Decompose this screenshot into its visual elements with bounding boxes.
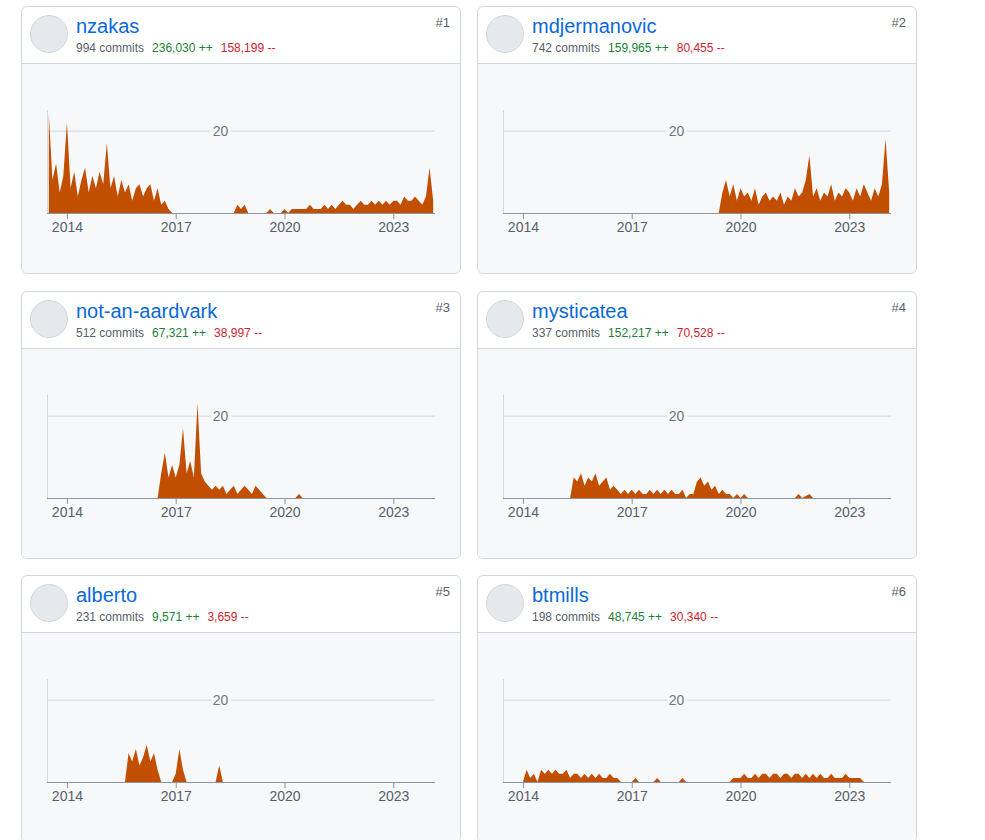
html-text:159,965 ++: 159,965 ++ — [608, 41, 669, 55]
html-text:742 commits: 742 commits — [532, 41, 600, 55]
svg-text:2017: 2017 — [617, 219, 648, 235]
html-text:#4: #4 — [891, 300, 906, 315]
html-text:231 commits: 231 commits — [76, 610, 144, 624]
html-text:#3: #3 — [435, 300, 450, 315]
html-text:not-an-aardvark: not-an-aardvark — [76, 300, 218, 322]
svg-text:2017: 2017 — [617, 504, 648, 520]
html-text:9,571 ++: 9,571 ++ — [152, 610, 200, 624]
html-text:#2: #2 — [891, 15, 906, 30]
svg-text:2023: 2023 — [378, 219, 409, 235]
svg-text:2014: 2014 — [508, 788, 539, 804]
svg-text:2020: 2020 — [725, 788, 756, 804]
svg-text:2017: 2017 — [617, 788, 648, 804]
html-text:158,199 --: 158,199 -- — [220, 41, 276, 55]
html-text:38,997 --: 38,997 -- — [214, 326, 263, 340]
html-text:30,340 --: 30,340 -- — [670, 610, 719, 624]
svg-text:2014: 2014 — [52, 504, 83, 520]
html-text:nzakas: nzakas — [76, 15, 140, 37]
svg-text:2023: 2023 — [834, 788, 865, 804]
svg-text:2020: 2020 — [725, 504, 756, 520]
html-text:512 commits: 512 commits — [76, 326, 144, 340]
svg-text:2023: 2023 — [834, 219, 865, 235]
svg-text:2020: 2020 — [269, 504, 300, 520]
svg-text:2017: 2017 — [161, 788, 192, 804]
svg-text:20: 20 — [213, 123, 229, 139]
svg-text:20: 20 — [213, 408, 229, 424]
html-text:48,745 ++: 48,745 ++ — [608, 610, 663, 624]
html-text:152,217 ++: 152,217 ++ — [608, 326, 669, 340]
html-text:mysticatea: mysticatea — [532, 300, 628, 322]
html-text:337 commits: 337 commits — [532, 326, 600, 340]
html-text:alberto: alberto — [76, 584, 138, 606]
svg-text:20: 20 — [669, 692, 685, 708]
svg-text:20: 20 — [213, 692, 229, 708]
html-text:btmills: btmills — [532, 584, 589, 606]
svg-text:2014: 2014 — [508, 219, 539, 235]
svg-text:2017: 2017 — [161, 219, 192, 235]
svg-text:20: 20 — [669, 123, 685, 139]
svg-text:2023: 2023 — [378, 788, 409, 804]
svg-text:20: 20 — [669, 408, 685, 424]
svg-text:2014: 2014 — [508, 504, 539, 520]
svg-text:2017: 2017 — [161, 504, 192, 520]
html-text:70,528 --: 70,528 -- — [676, 326, 725, 340]
html-text:236,030 ++: 236,030 ++ — [152, 41, 213, 55]
html-text:#1: #1 — [435, 15, 450, 30]
html-text:994 commits: 994 commits — [76, 41, 144, 55]
svg-text:2020: 2020 — [269, 788, 300, 804]
svg-text:2014: 2014 — [52, 788, 83, 804]
svg-text:2023: 2023 — [378, 504, 409, 520]
svg-text:2014: 2014 — [52, 219, 83, 235]
html-text:mdjermanovic: mdjermanovic — [532, 15, 657, 37]
html-text:#5: #5 — [435, 584, 450, 599]
svg-text:2020: 2020 — [269, 219, 300, 235]
html-text:#6: #6 — [891, 584, 906, 599]
html-text:80,455 --: 80,455 -- — [676, 41, 725, 55]
html-text:198 commits: 198 commits — [532, 610, 600, 624]
html-text:67,321 ++: 67,321 ++ — [152, 326, 207, 340]
html-text:3,659 --: 3,659 -- — [207, 610, 249, 624]
svg-text:2023: 2023 — [834, 504, 865, 520]
svg-text:2020: 2020 — [725, 219, 756, 235]
